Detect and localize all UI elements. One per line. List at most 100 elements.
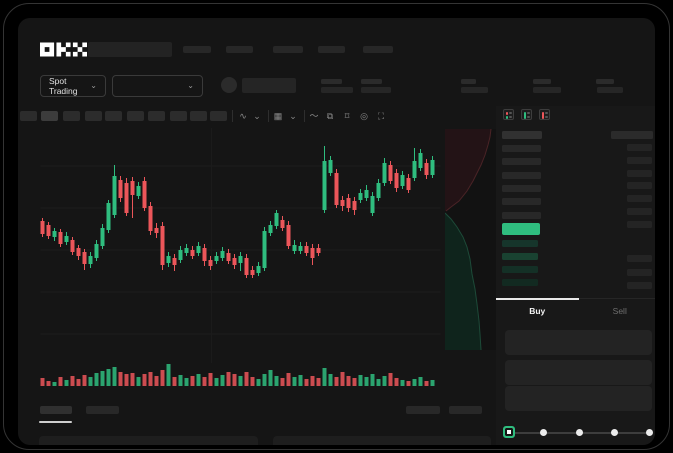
depth-svg (444, 128, 492, 351)
interval-button[interactable] (170, 111, 187, 121)
indicators-chevron-icon[interactable]: ⌄ (289, 111, 297, 121)
stat-value-placeholder (597, 87, 623, 93)
toolbar-divider (268, 110, 269, 122)
candles-svg (40, 128, 441, 386)
nav-item-placeholder[interactable] (363, 46, 393, 53)
tab-buy[interactable]: Buy (496, 298, 579, 323)
chevron-down-icon: ⌄ (90, 81, 97, 90)
slider-step-dot[interactable] (610, 429, 618, 436)
chart-type-icon[interactable]: ∿ (239, 111, 247, 121)
coin-avatar (221, 77, 237, 93)
depth-chart[interactable] (444, 128, 496, 351)
amount-cell (627, 282, 652, 290)
pair-select[interactable]: ⌄ (112, 75, 203, 97)
interval-button[interactable] (127, 111, 144, 121)
interval-button[interactable] (190, 111, 207, 121)
slider-step-dot[interactable] (575, 429, 583, 436)
orders-filter-field[interactable] (39, 436, 258, 445)
book-sell-view-icon[interactable] (539, 109, 550, 120)
book-buy-view-icon[interactable] (521, 109, 532, 120)
book-combined-view-icon[interactable] (503, 109, 514, 120)
tab-sell[interactable]: Sell (612, 306, 627, 316)
last-price-pill[interactable] (502, 223, 540, 235)
trade-sidebar: Buy Sell (496, 106, 655, 445)
amount-cell (627, 208, 652, 215)
stat-label-placeholder (321, 79, 342, 84)
chart-type-chevron-icon[interactable]: ⌄ (253, 111, 261, 121)
stat-value-placeholder (461, 87, 488, 93)
nav-item-placeholder[interactable] (183, 46, 211, 53)
market-type-select[interactable]: Spot Trading ⌄ (40, 75, 106, 97)
stat-label-placeholder (596, 79, 614, 84)
price-placeholder (242, 78, 296, 93)
chart-toolbar: ∿ ⌄ ▦ ⌄ 〜 ⧉ ⌑ ◎ ⛶ (18, 106, 496, 128)
orders-action-placeholder[interactable] (406, 406, 440, 414)
orderbook-header-price (502, 131, 542, 139)
stat-label-placeholder (533, 79, 551, 84)
app-window: Spot Trading ⌄ ⌄ ∿ (18, 18, 655, 445)
chart-canvas[interactable] (38, 128, 443, 390)
slider-step-dot[interactable] (646, 429, 653, 436)
stat-label-placeholder (461, 79, 476, 84)
amount-cell (627, 268, 652, 276)
slider-step-dot[interactable] (540, 429, 548, 436)
amount-cell (627, 255, 652, 262)
market-type-label: Spot Trading (49, 76, 78, 96)
bid-row[interactable] (502, 240, 538, 247)
depth-bids-line (444, 212, 482, 351)
line-tool-icon[interactable]: 〜 (309, 111, 319, 121)
amount-cell (627, 220, 652, 228)
ask-row[interactable] (502, 171, 541, 179)
fullscreen-icon[interactable]: ⛶ (377, 111, 385, 121)
chart-settings-icon[interactable]: ◎ (360, 111, 368, 121)
orderbook-header-amount (611, 131, 653, 139)
interval-button[interactable] (105, 111, 122, 121)
compare-icon[interactable]: ⧉ (326, 111, 334, 121)
depth-bids-area (445, 213, 481, 350)
stat-label-placeholder (361, 79, 382, 84)
ask-row[interactable] (502, 158, 541, 166)
ask-row[interactable] (502, 198, 541, 206)
nav-item-placeholder[interactable] (226, 46, 253, 53)
interval-button[interactable] (85, 111, 102, 121)
orders-tab[interactable] (86, 406, 119, 414)
toolbar-divider (304, 110, 305, 122)
buy-sell-tabs: Buy Sell (496, 298, 655, 323)
depth-asks-line (445, 128, 492, 212)
bid-row[interactable] (502, 253, 538, 260)
chevron-down-icon: ⌄ (187, 81, 194, 90)
bid-row[interactable] (502, 279, 538, 286)
ask-row[interactable] (502, 145, 541, 152)
amount-cell (627, 182, 652, 190)
orders-filter-field[interactable] (273, 436, 491, 445)
amount-cell (627, 195, 652, 203)
nav-item-placeholder[interactable] (318, 46, 345, 53)
stat-value-placeholder (321, 87, 353, 93)
stat-value-placeholder (533, 87, 561, 93)
interval-button[interactable] (148, 111, 165, 121)
depth-asks-area (445, 129, 491, 211)
interval-button-active[interactable] (41, 111, 58, 121)
order-type-field[interactable] (505, 330, 652, 355)
okx-logo[interactable] (40, 42, 87, 57)
interval-button[interactable] (20, 111, 37, 121)
indicators-icon[interactable]: ▦ (273, 111, 283, 121)
orders-tab-indicator (39, 421, 72, 423)
nav-item-placeholder[interactable] (273, 46, 303, 53)
amount-slider-handle[interactable] (503, 426, 515, 438)
amount-cell (627, 156, 652, 164)
ask-row[interactable] (502, 211, 541, 219)
ask-row[interactable] (502, 184, 541, 192)
bid-row[interactable] (502, 266, 538, 273)
stat-value-placeholder (361, 87, 391, 93)
snapshot-icon[interactable]: ⌑ (344, 111, 350, 121)
toolbar-divider (232, 110, 233, 122)
orders-action-placeholder[interactable] (449, 406, 482, 414)
interval-button[interactable] (210, 111, 227, 121)
price-field[interactable] (505, 360, 652, 385)
orderbook-view-toggles (503, 109, 550, 120)
amount-field[interactable] (505, 386, 652, 411)
orders-tab-active[interactable] (40, 406, 72, 414)
interval-button[interactable] (63, 111, 80, 121)
